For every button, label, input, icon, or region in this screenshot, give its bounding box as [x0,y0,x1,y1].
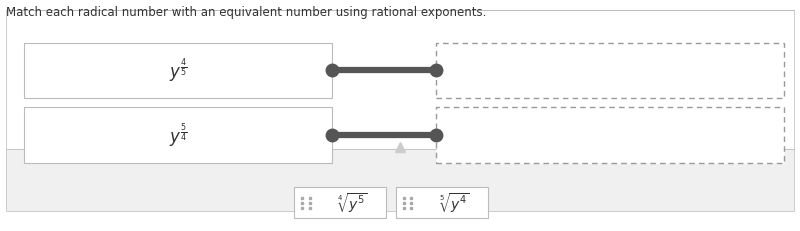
FancyBboxPatch shape [396,187,488,218]
FancyBboxPatch shape [6,10,794,149]
Text: $\sqrt[4]{y^5}$: $\sqrt[4]{y^5}$ [337,191,368,215]
Text: $y^{\frac{5}{4}}$: $y^{\frac{5}{4}}$ [169,121,187,149]
FancyBboxPatch shape [294,187,386,218]
Text: $y^{\frac{4}{5}}$: $y^{\frac{4}{5}}$ [169,57,187,84]
FancyBboxPatch shape [436,43,784,98]
Text: $\sqrt[5]{y^4}$: $\sqrt[5]{y^4}$ [438,191,470,215]
FancyBboxPatch shape [24,107,332,163]
FancyBboxPatch shape [436,107,784,163]
FancyBboxPatch shape [6,149,794,211]
FancyBboxPatch shape [24,43,332,98]
Text: Match each radical number with an equivalent number using rational exponents.: Match each radical number with an equiva… [6,6,486,19]
